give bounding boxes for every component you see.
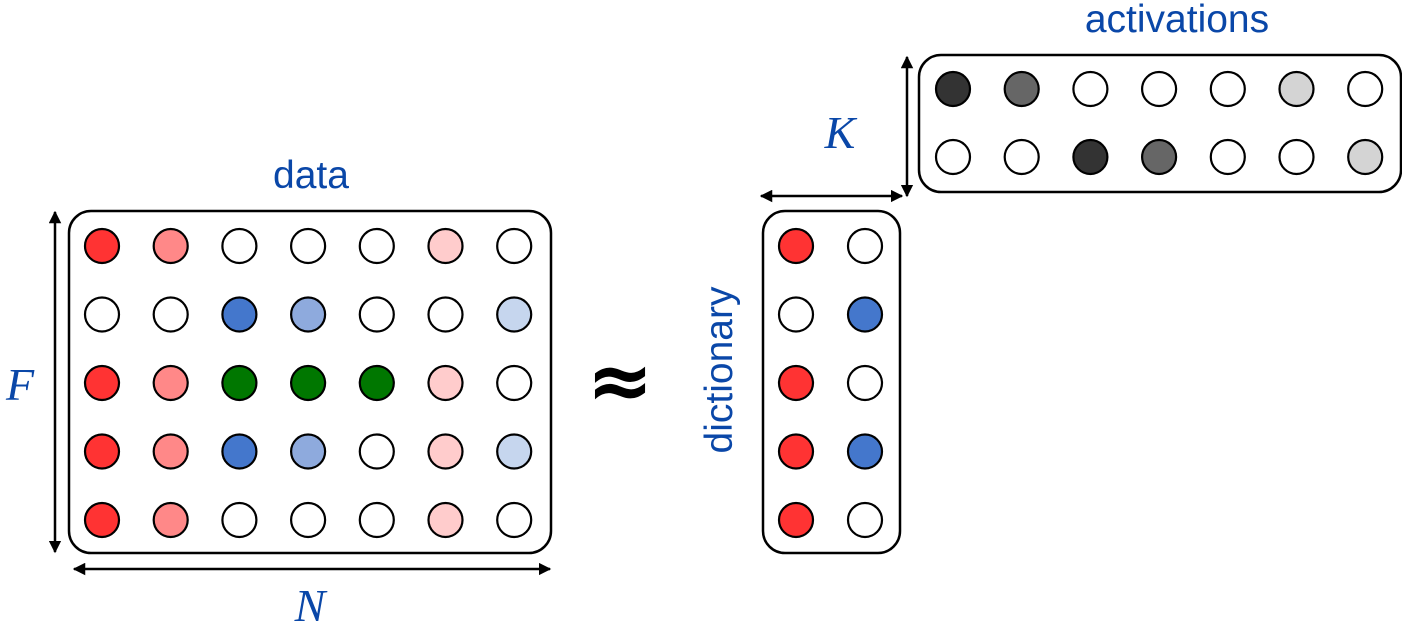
dictionary-cell-4-0 [777, 501, 815, 539]
activations-matrix-cells [934, 70, 1384, 176]
data-cell-3-1 [152, 433, 189, 470]
data-cell-3-4 [358, 433, 395, 470]
data-cell-3-6 [496, 433, 533, 470]
dictionary-cell-3-0 [777, 433, 815, 470]
activations-cell-0-6 [1347, 70, 1384, 108]
dictionary-cell-2-0 [777, 364, 815, 402]
data-cell-3-3 [290, 433, 327, 470]
data-cell-1-2 [221, 296, 258, 333]
activations-cell-1-5 [1278, 138, 1315, 176]
data-label: data [273, 154, 349, 197]
data-cell-2-1 [152, 364, 189, 402]
dictionary-cell-3-1 [846, 433, 884, 470]
data-cell-4-1 [152, 501, 189, 539]
data-cell-2-3 [290, 364, 327, 402]
data-cell-4-2 [221, 501, 258, 539]
activations-matrix-frame [917, 53, 1402, 194]
activations-cell-1-4 [1209, 138, 1246, 176]
dictionary-cell-4-1 [846, 501, 884, 539]
data-cell-4-4 [358, 501, 395, 539]
data-cell-4-6 [496, 501, 533, 539]
f-dimension-label: F [5, 359, 35, 410]
data-cell-0-6 [496, 227, 533, 265]
n-dimension-label: N [294, 580, 328, 625]
data-cell-2-4 [358, 364, 395, 402]
data-matrix-cells [83, 227, 533, 539]
approx-symbol: ≈ [586, 334, 653, 427]
data-cell-3-5 [427, 433, 464, 470]
k-dimension-label: K [824, 107, 858, 158]
data-cell-3-0 [83, 433, 121, 470]
data-cell-2-2 [221, 364, 258, 402]
data-cell-4-0 [83, 501, 121, 539]
activations-cell-0-1 [1003, 70, 1040, 108]
data-cell-2-6 [496, 364, 533, 402]
dictionary-matrix-frame [761, 209, 902, 555]
data-cell-0-3 [290, 227, 327, 265]
data-cell-1-3 [290, 296, 327, 333]
data-cell-0-0 [83, 227, 121, 265]
data-cell-1-5 [427, 296, 464, 333]
activations-cell-1-6 [1347, 138, 1384, 176]
dictionary-cell-0-0 [777, 227, 815, 265]
activations-cell-0-2 [1072, 70, 1109, 108]
data-cell-0-1 [152, 227, 189, 265]
dictionary-cell-2-1 [846, 364, 884, 402]
data-cell-0-5 [427, 227, 464, 265]
dictionary-cell-1-0 [777, 296, 815, 333]
data-cell-1-4 [358, 296, 395, 333]
dictionary-cell-0-1 [846, 227, 884, 265]
data-cell-0-4 [358, 227, 395, 265]
data-cell-0-2 [221, 227, 258, 265]
activations-cell-1-2 [1072, 138, 1109, 176]
activations-matrix-group [917, 53, 1402, 194]
activations-cell-1-3 [1140, 138, 1178, 176]
data-cell-3-2 [221, 433, 258, 470]
activations-cell-1-0 [934, 138, 972, 176]
data-matrix-group [67, 209, 553, 555]
dictionary-matrix-group [761, 209, 902, 555]
activations-label: activations [1085, 0, 1269, 41]
data-cell-1-0 [83, 296, 121, 333]
data-matrix-frame [67, 209, 553, 555]
data-cell-1-6 [496, 296, 533, 333]
dictionary-label: dictionary [698, 286, 741, 453]
data-cell-2-0 [83, 364, 121, 402]
data-cell-4-5 [427, 501, 464, 539]
activations-cell-0-5 [1278, 70, 1315, 108]
data-cell-2-5 [427, 364, 464, 402]
dictionary-matrix-cells [777, 227, 884, 539]
activations-cell-1-1 [1003, 138, 1040, 176]
activations-cell-0-0 [934, 70, 972, 108]
activations-cell-0-4 [1209, 70, 1246, 108]
dictionary-cell-1-1 [846, 296, 884, 333]
data-cell-1-1 [152, 296, 189, 333]
activations-cell-0-3 [1140, 70, 1178, 108]
data-cell-4-3 [290, 501, 327, 539]
